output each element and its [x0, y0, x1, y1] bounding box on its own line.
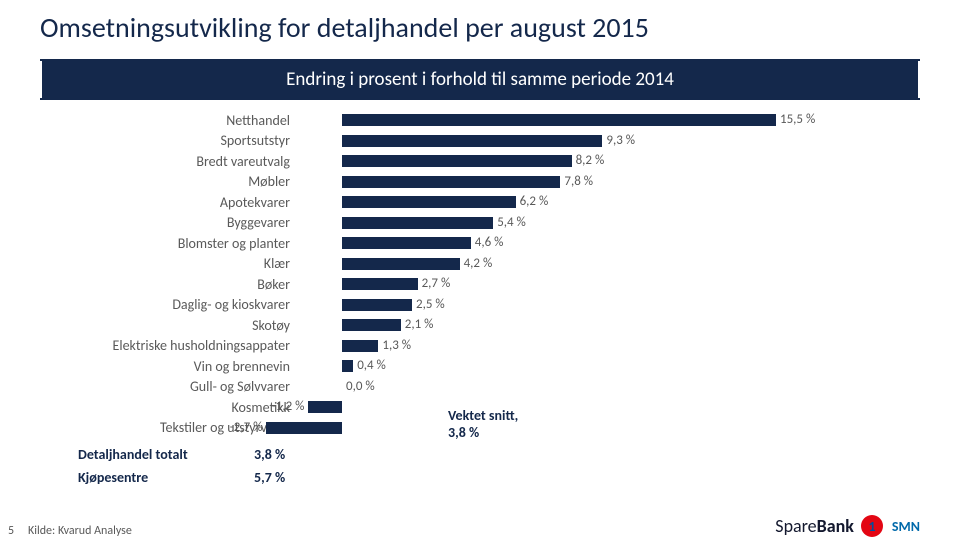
bar-area: 1,3 % [296, 340, 920, 352]
footer-value: 3,8 % [254, 446, 314, 463]
chart-row: Møbler 7,8 % [40, 172, 920, 193]
bar [342, 135, 602, 147]
category-label: Kosmetikk [40, 399, 296, 416]
bar-area: 4,2 % [296, 258, 920, 270]
category-label: Netthandel [40, 112, 296, 129]
chart-row: Byggevarer 5,4 % [40, 213, 920, 234]
category-label: Apotekvarer [40, 194, 296, 211]
value-label: 2,5 % [416, 297, 445, 312]
category-label: Sportsutstyr [40, 132, 296, 149]
value-label: 4,2 % [464, 256, 493, 271]
category-label: Bredt vareutvalg [40, 153, 296, 170]
footer-stats: Detaljhandel totalt3,8 %Kjøpesentre5,7 % [78, 440, 314, 486]
value-label: -2,7 % [230, 420, 263, 435]
source-text: Kilde: Kvarud Analyse [28, 524, 132, 538]
logo-word-b: Bank [817, 515, 854, 537]
bar-area: -1,2 % [296, 401, 920, 413]
category-label: Skotøy [40, 317, 296, 334]
category-label: Byggevarer [40, 214, 296, 231]
value-label: 7,8 % [564, 174, 593, 189]
category-label: Klær [40, 255, 296, 272]
chart-row: Klær 4,2 % [40, 254, 920, 275]
footer-value: 5,7 % [254, 469, 314, 486]
value-label: 2,1 % [405, 317, 434, 332]
chart-row: Skotøy 2,1 % [40, 315, 920, 336]
logo-text: SpareBank [775, 515, 854, 537]
bar [342, 360, 353, 372]
subtitle: Endring i prosent i forhold til samme pe… [42, 61, 918, 98]
value-label: 4,6 % [475, 235, 504, 250]
footer-row: Detaljhandel totalt3,8 % [78, 446, 314, 463]
bar [342, 319, 401, 331]
bar-area: 0,0 % [296, 381, 920, 393]
svg-text:1: 1 [868, 518, 875, 535]
footer-label: Kjøpesentre [78, 469, 254, 486]
category-label: Vin og brennevin [40, 358, 296, 375]
bar [342, 176, 560, 188]
bar [342, 340, 378, 352]
chart-row: Bøker 2,7 % [40, 274, 920, 295]
bar-area: 6,2 % [296, 196, 920, 208]
page-title: Omsetningsutvikling for detaljhandel per… [40, 10, 920, 45]
logo: SpareBank 1 SMN [775, 514, 920, 538]
category-label: Elektriske husholdningsappater [40, 337, 296, 354]
bar [266, 422, 342, 434]
category-label: Bøker [40, 276, 296, 293]
subtitle-frame: Endring i prosent i forhold til samme pe… [40, 59, 920, 100]
logo-mark-icon: 1 [860, 514, 884, 538]
bar [342, 155, 572, 167]
chart-row: Gull- og Sølvvarer 0,0 % [40, 377, 920, 398]
category-label: Møbler [40, 173, 296, 190]
bar-area: 4,6 % [296, 237, 920, 249]
bar-area: 2,1 % [296, 319, 920, 331]
value-label: 0,0 % [346, 379, 375, 394]
category-label: Blomster og planter [40, 235, 296, 252]
bar [308, 401, 342, 413]
chart-row: Bredt vareutvalg 8,2 % [40, 151, 920, 172]
bar-area: 9,3 % [296, 135, 920, 147]
slide: Omsetningsutvikling for detaljhandel per… [0, 0, 960, 548]
bar [342, 237, 471, 249]
chart-row: Daglig- og kioskvarer 2,5 % [40, 295, 920, 316]
chart-row: Apotekvarer 6,2 % [40, 192, 920, 213]
value-label: 1,3 % [382, 338, 411, 353]
value-label: 5,4 % [497, 215, 526, 230]
chart-row: Blomster og planter 4,6 % [40, 233, 920, 254]
footer-label: Detaljhandel totalt [78, 446, 254, 463]
chart-row: Netthandel 15,5 % [40, 110, 920, 131]
bar [342, 114, 776, 126]
value-label: -1,2 % [272, 399, 305, 414]
logo-suffix: SMN [892, 518, 920, 535]
bar-area: 8,2 % [296, 155, 920, 167]
category-label: Daglig- og kioskvarer [40, 296, 296, 313]
bar [342, 258, 460, 270]
value-label: 0,4 % [357, 358, 386, 373]
chart-row: Sportsutstyr 9,3 % [40, 131, 920, 152]
bar [342, 299, 412, 311]
bar-area: 7,8 % [296, 176, 920, 188]
category-label: Gull- og Sølvvarer [40, 378, 296, 395]
bar-area: 15,5 % [296, 114, 920, 126]
footer-row: Kjøpesentre5,7 % [78, 469, 314, 486]
value-label: 6,2 % [520, 194, 549, 209]
bar-area: 2,7 % [296, 278, 920, 290]
bar [342, 196, 516, 208]
bar-chart: Vektet snitt, 3,8 % Netthandel15,5 %Spor… [40, 110, 920, 460]
logo-word-a: Spare [775, 515, 816, 537]
value-label: 15,5 % [780, 112, 815, 127]
bar-area: -2,7 % [296, 422, 920, 434]
bar [342, 217, 493, 229]
bar-area: 0,4 % [296, 360, 920, 372]
bar [342, 278, 418, 290]
value-label: 8,2 % [576, 153, 605, 168]
value-label: 9,3 % [606, 133, 635, 148]
bar-area: 5,4 % [296, 217, 920, 229]
chart-row: Vin og brennevin 0,4 % [40, 356, 920, 377]
bar-area: 2,5 % [296, 299, 920, 311]
chart-row: Elektriske husholdningsappater 1,3 % [40, 336, 920, 357]
page-number: 5 [8, 524, 14, 538]
value-label: 2,7 % [422, 276, 451, 291]
